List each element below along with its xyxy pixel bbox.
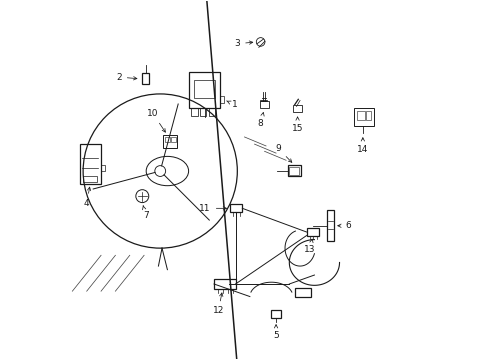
Bar [365, 111, 370, 120]
Bar [306, 228, 319, 235]
Bar [260, 101, 268, 108]
Bar [287, 165, 301, 176]
Text: 14: 14 [356, 138, 368, 154]
Bar [214, 279, 235, 289]
Bar [326, 211, 333, 241]
Text: 13: 13 [304, 239, 315, 255]
Bar [80, 144, 101, 184]
Bar [191, 108, 197, 116]
Bar [289, 167, 299, 175]
Text: 7: 7 [142, 206, 148, 220]
Text: 2: 2 [116, 73, 137, 82]
Bar [220, 96, 224, 103]
Bar [194, 80, 215, 98]
Text: 11: 11 [199, 204, 226, 213]
Text: 9: 9 [275, 144, 291, 162]
Text: 1: 1 [226, 100, 237, 109]
Text: 4: 4 [84, 187, 90, 208]
Text: 6: 6 [337, 221, 351, 230]
Text: 12: 12 [212, 293, 224, 315]
Text: 15: 15 [291, 117, 303, 132]
Bar [208, 108, 215, 116]
Bar [171, 137, 175, 142]
Bar [357, 111, 364, 120]
Bar [230, 204, 242, 212]
Bar [163, 135, 177, 148]
Text: 8: 8 [257, 113, 264, 128]
Bar [200, 108, 206, 116]
Bar [271, 310, 281, 318]
Bar [188, 72, 220, 108]
Text: 5: 5 [273, 325, 278, 341]
Bar [292, 105, 301, 112]
Bar [83, 176, 97, 182]
Text: 10: 10 [147, 109, 165, 132]
Bar [101, 165, 105, 171]
Bar [294, 288, 310, 297]
Bar [142, 73, 148, 84]
Text: 3: 3 [234, 39, 252, 48]
Bar [353, 108, 373, 126]
Bar [164, 137, 169, 142]
